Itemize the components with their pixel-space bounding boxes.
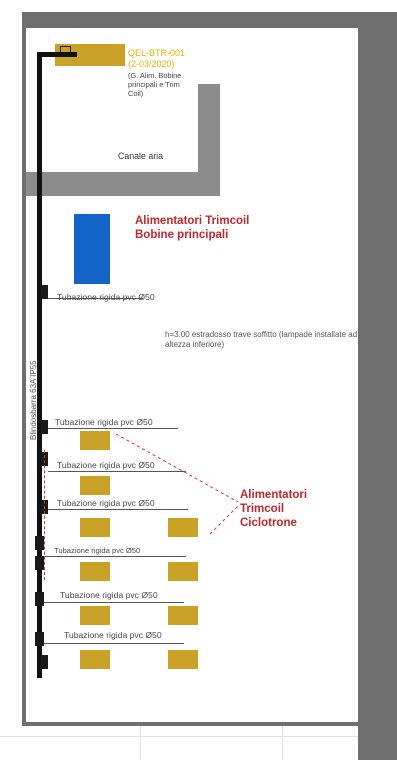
frame-top-border bbox=[22, 12, 397, 28]
tag-description: (G. Alim. Bobine principali e Trim Coil) bbox=[128, 71, 182, 98]
trunk-clip bbox=[41, 420, 48, 434]
leader-lines bbox=[115, 433, 239, 535]
leader-line bbox=[44, 450, 45, 580]
cyclotron-supply-unit bbox=[80, 476, 110, 495]
air-duct-label: Canale aria bbox=[118, 151, 163, 161]
cyclotron-supply-unit bbox=[168, 562, 198, 581]
cyclotron-supply-unit bbox=[168, 606, 198, 625]
pipe-label-2: Tubazione rigida pvc Ø50 bbox=[55, 417, 153, 427]
pipe-label-1: Tubazione rigida pvc Ø50 bbox=[57, 292, 155, 302]
pipe-run-3 bbox=[48, 471, 186, 472]
frame-bottom-border bbox=[22, 722, 358, 726]
panel-qel-btr bbox=[55, 44, 125, 66]
pipe-run-7 bbox=[44, 643, 184, 644]
trunk-clip bbox=[35, 536, 44, 550]
guide-line bbox=[140, 726, 141, 760]
busbar-label: Blindosbarra 63A IP55 bbox=[29, 360, 38, 440]
cyclotron-supply-unit bbox=[80, 606, 110, 625]
cyclotron-supply-unit bbox=[168, 518, 198, 537]
leader-line bbox=[115, 433, 239, 503]
guide-line bbox=[0, 736, 358, 737]
pipe-run-6 bbox=[44, 602, 184, 603]
pipe-run-4 bbox=[48, 509, 188, 510]
frame-right-border bbox=[358, 12, 397, 760]
trunk-clip bbox=[35, 556, 44, 570]
pipe-label-7: Tubazione rigida pvc Ø50 bbox=[64, 630, 162, 640]
trunk-clip bbox=[41, 285, 48, 299]
air-duct-horizontal bbox=[26, 172, 220, 196]
guide-line bbox=[282, 726, 283, 760]
pipe-label-4: Tubazione rigida pvc Ø50 bbox=[57, 498, 155, 508]
cyclotron-supply-unit bbox=[80, 562, 110, 581]
busbar-trunk bbox=[37, 52, 42, 678]
tag-code: QEL-BTR-001 bbox=[128, 48, 186, 58]
ceiling-height-note: h=3.00 estradosso trave soffitto (lampad… bbox=[165, 330, 358, 349]
pipe-label-5: Tubazione rigida pvc Ø50 bbox=[54, 546, 141, 555]
air-duct-vertical bbox=[198, 84, 220, 196]
pipe-run-2 bbox=[48, 428, 178, 429]
pipe-run-5 bbox=[44, 556, 186, 557]
cyclotron-supply-unit bbox=[80, 650, 110, 669]
frame-left-border bbox=[22, 12, 26, 726]
cyclotron-supply-unit bbox=[80, 518, 110, 537]
pipe-run-1 bbox=[48, 298, 143, 299]
busbar-top-branch bbox=[37, 52, 77, 57]
pipe-label-6: Tubazione rigida pvc Ø50 bbox=[60, 590, 158, 600]
cyclotron-supply-unit bbox=[168, 650, 198, 669]
trunk-clip bbox=[35, 592, 44, 606]
main-coil-supply-cabinet bbox=[74, 214, 110, 284]
leader-line bbox=[209, 505, 239, 535]
main-coil-supply-label: Alimentatori Trimcoil Bobine principali bbox=[135, 215, 250, 241]
trunk-clip bbox=[41, 655, 48, 669]
tag-date: (2-03/2020) bbox=[128, 59, 175, 69]
pipe-label-3: Tubazione rigida pvc Ø50 bbox=[57, 460, 155, 470]
cyclotron-supply-unit bbox=[80, 431, 110, 450]
cyclotron-supply-label: Alimentatori Trimcoil Ciclotrone bbox=[240, 489, 308, 529]
trunk-clip bbox=[35, 632, 44, 646]
